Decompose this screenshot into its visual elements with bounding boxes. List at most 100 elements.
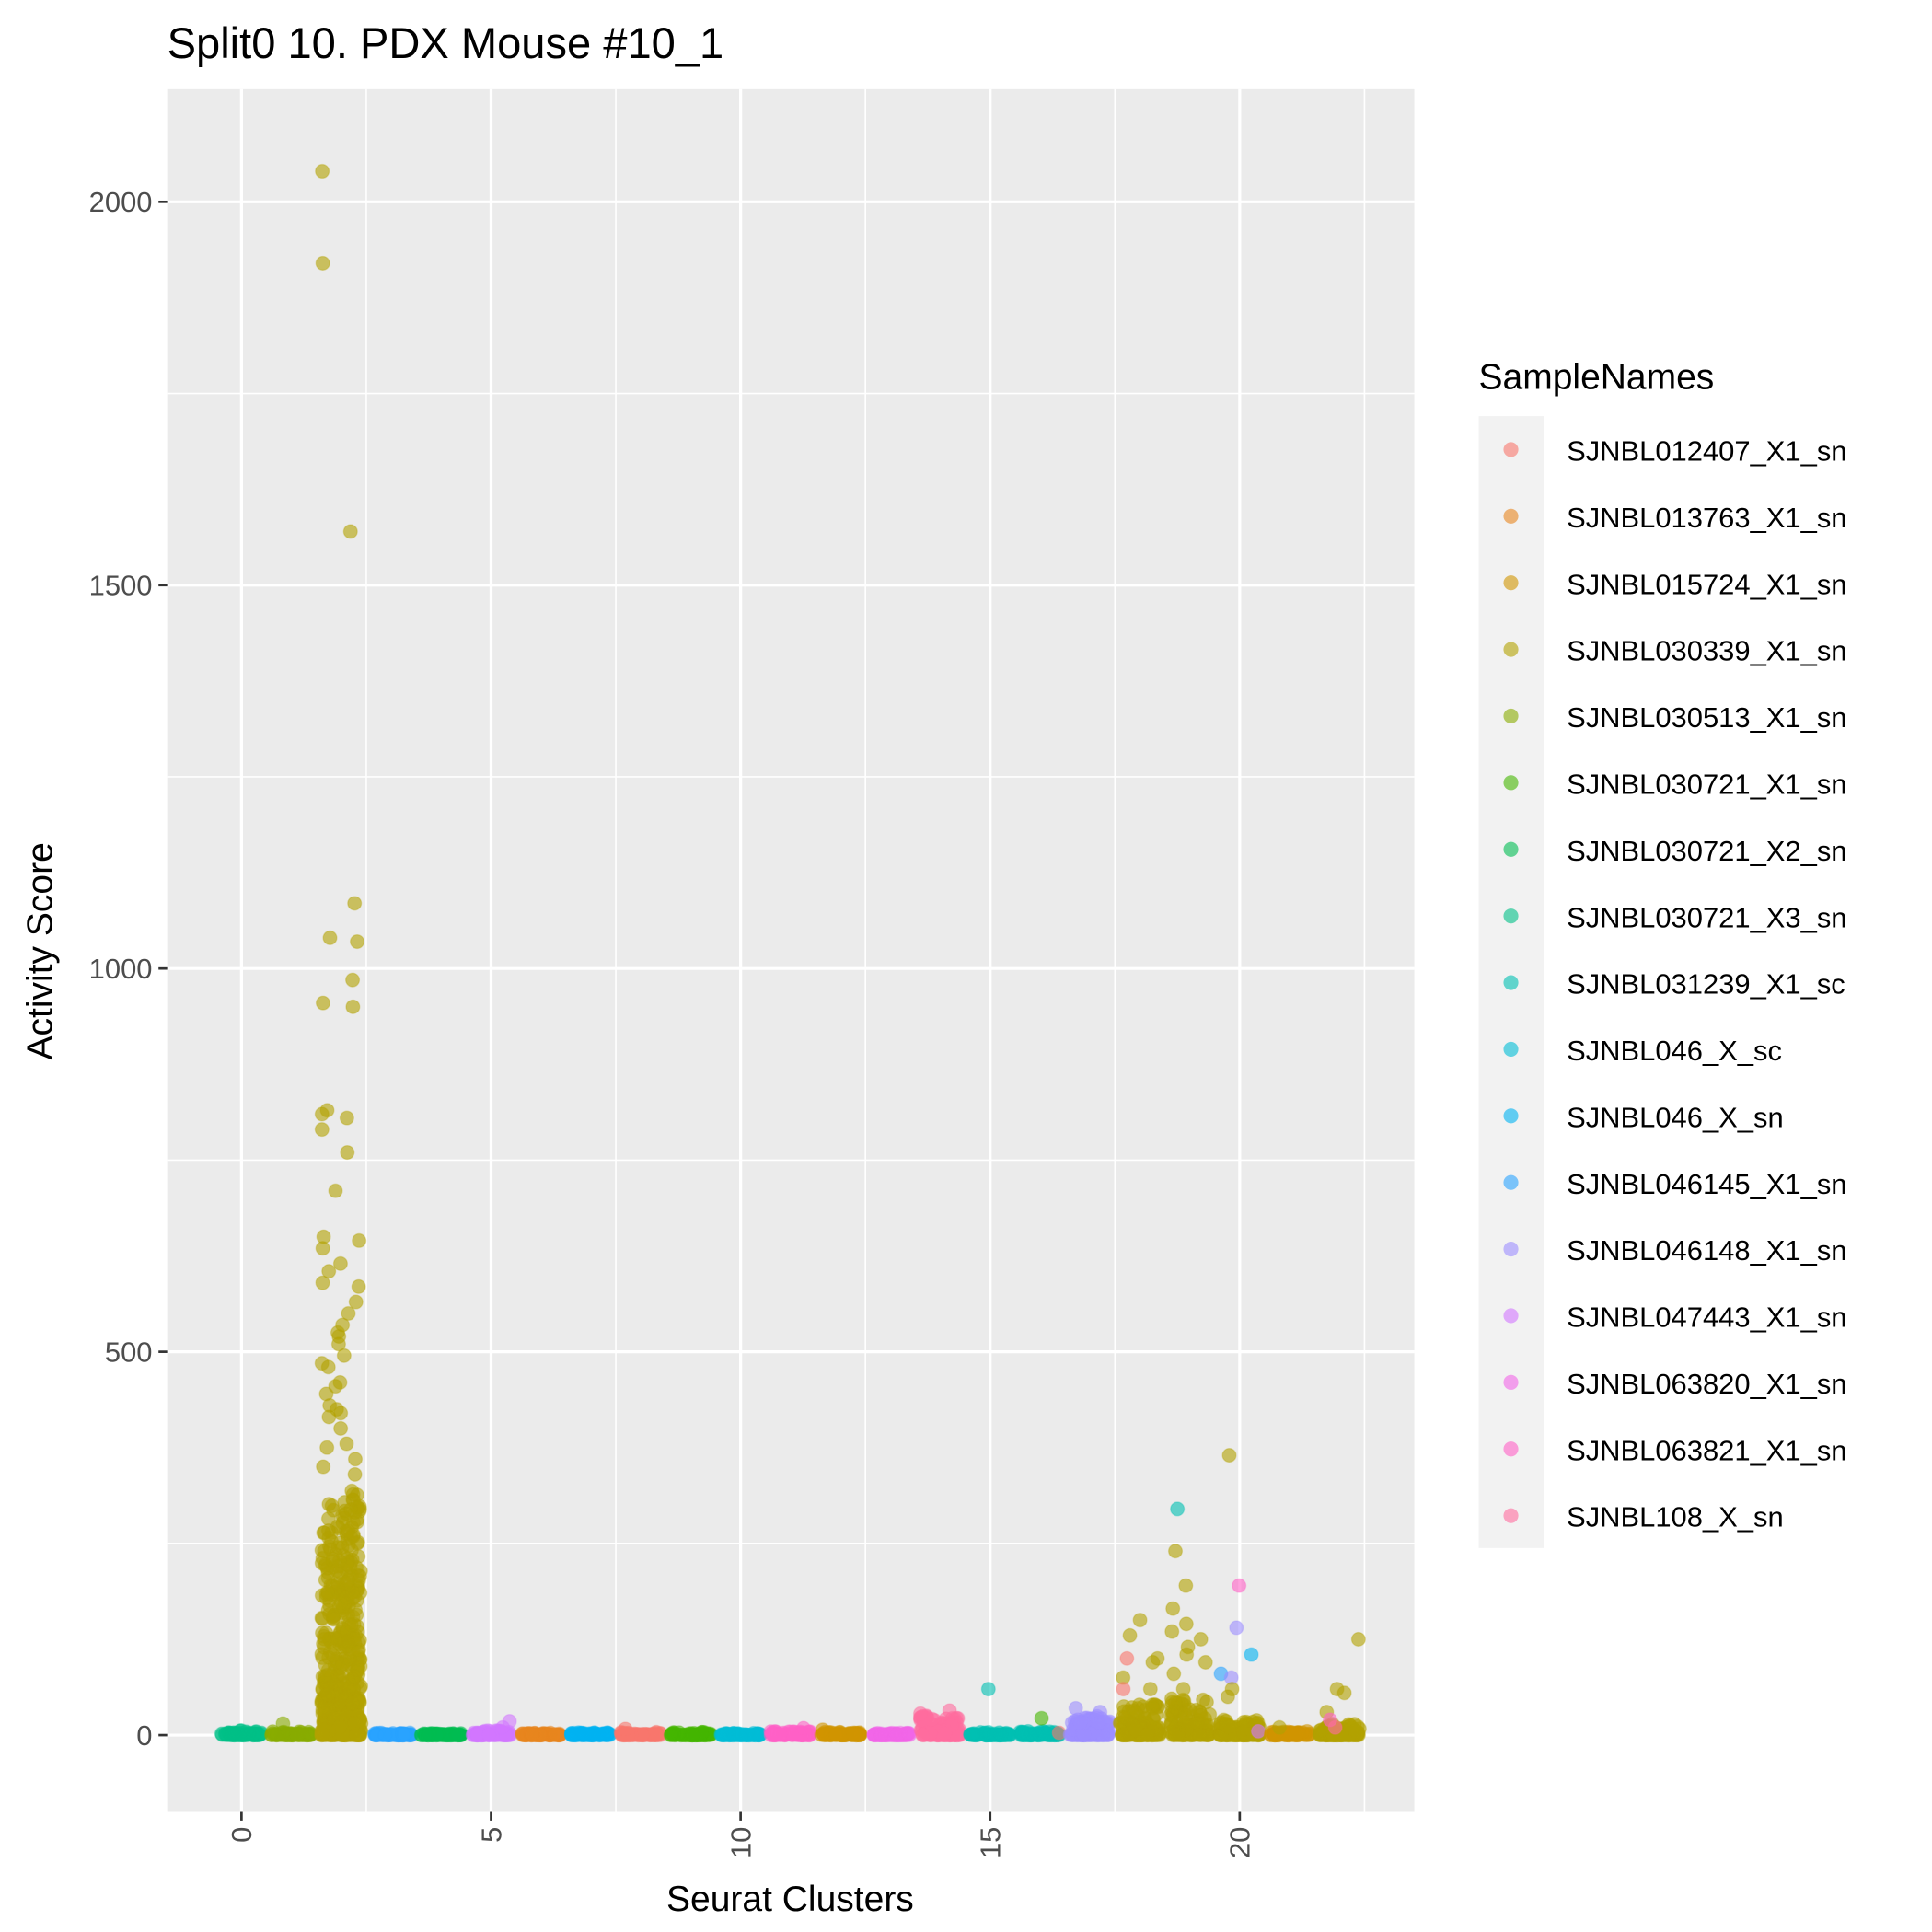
data-point	[772, 1727, 788, 1742]
legend-label: SJNBL063820_X1_sn	[1567, 1368, 1846, 1400]
data-point	[1327, 1719, 1343, 1735]
data-point	[1244, 1647, 1259, 1662]
data-point	[332, 1255, 348, 1271]
data-point	[314, 1106, 330, 1122]
data-point	[315, 163, 330, 179]
y-tick-label: 1500	[89, 570, 153, 602]
data-point	[1213, 1715, 1229, 1730]
data-point	[290, 1727, 306, 1743]
data-point	[450, 1727, 466, 1743]
data-point	[1250, 1723, 1267, 1739]
data-point	[1068, 1700, 1083, 1716]
data-point	[1179, 1647, 1195, 1662]
data-point	[717, 1726, 734, 1741]
data-point	[1165, 1601, 1181, 1616]
data-point	[1116, 1682, 1131, 1697]
data-point	[352, 1232, 367, 1248]
x-tick-label: 0	[226, 1827, 258, 1843]
data-point	[1122, 1627, 1138, 1643]
data-point	[1142, 1682, 1158, 1697]
legend-key-dot	[1503, 1374, 1519, 1390]
x-axis-label: Seurat Clusters	[666, 1880, 914, 1919]
data-point	[1119, 1650, 1135, 1666]
data-point	[1093, 1705, 1108, 1720]
data-point	[336, 1348, 352, 1363]
data-point	[339, 1110, 354, 1126]
data-point	[351, 1278, 366, 1294]
data-point	[1271, 1719, 1288, 1735]
legend-key-dot	[1503, 1308, 1519, 1324]
data-point	[320, 1510, 337, 1527]
legend-label: SJNBL015724_X1_sn	[1567, 568, 1846, 600]
legend-label: SJNBL030721_X1_sn	[1567, 768, 1846, 800]
data-point	[315, 1727, 330, 1742]
data-point	[315, 1275, 330, 1290]
x-tick-label: 15	[975, 1827, 1007, 1858]
legend-key-dot	[1503, 1242, 1519, 1257]
data-point	[320, 1359, 336, 1375]
data-point	[347, 1589, 363, 1604]
data-point	[1145, 1654, 1161, 1671]
data-point	[1144, 1697, 1160, 1713]
legend-key-dot	[1503, 642, 1519, 657]
legend-key-dot	[1503, 1441, 1519, 1457]
data-point	[339, 1575, 354, 1591]
data-point	[348, 1294, 364, 1310]
data-point	[480, 1727, 497, 1742]
data-point	[226, 1727, 242, 1743]
data-point	[317, 1631, 332, 1647]
data-point	[347, 896, 363, 911]
data-point	[333, 1595, 349, 1611]
data-point	[685, 1727, 700, 1743]
data-point	[1164, 1624, 1180, 1639]
data-point	[335, 1656, 351, 1672]
data-point	[340, 1145, 355, 1161]
data-point	[901, 1726, 917, 1741]
data-point	[1099, 1727, 1116, 1742]
data-point	[1166, 1666, 1182, 1682]
data-point	[315, 995, 331, 1011]
data-point	[321, 1264, 337, 1279]
data-point	[1220, 1689, 1236, 1705]
data-point	[746, 1727, 762, 1742]
legend-label: SJNBL030339_X1_sn	[1567, 635, 1846, 667]
legend-label: SJNBL047443_X1_sn	[1567, 1301, 1846, 1334]
legend-key-dot	[1503, 841, 1519, 857]
data-point	[341, 1305, 356, 1322]
legend-label: SJNBL012407_X1_sn	[1567, 435, 1846, 468]
data-point	[1039, 1727, 1055, 1743]
data-point	[342, 524, 358, 539]
data-point	[336, 1547, 352, 1564]
legend-key-dot	[1503, 775, 1519, 791]
legend-label: SJNBL046_X_sn	[1567, 1101, 1784, 1133]
data-point	[1198, 1695, 1215, 1710]
data-point	[343, 1617, 359, 1633]
data-point	[846, 1727, 862, 1742]
data-point	[341, 1523, 356, 1539]
y-axis-label: Activity Score	[21, 842, 61, 1059]
data-point	[1221, 1447, 1237, 1463]
data-point	[347, 1452, 364, 1467]
x-axis-ticks: 0 5 10 15 20	[226, 1811, 1256, 1858]
legend-key-dot	[1503, 1508, 1519, 1523]
data-point	[732, 1727, 747, 1743]
legend-key-dot	[1503, 575, 1519, 591]
data-point	[330, 1336, 347, 1352]
data-point	[315, 1241, 330, 1256]
data-point	[1193, 1631, 1209, 1648]
data-point	[1348, 1723, 1363, 1739]
data-point	[339, 1436, 354, 1452]
data-point	[547, 1727, 562, 1742]
legend-label: SJNBL108_X_sn	[1567, 1501, 1784, 1533]
data-point	[618, 1721, 633, 1737]
data-point	[937, 1726, 953, 1741]
legend-label: SJNBL030721_X2_sn	[1567, 835, 1846, 867]
grid-lines	[167, 88, 1415, 1812]
data-point	[495, 1719, 511, 1735]
data-point	[320, 1662, 336, 1678]
data-point	[1229, 1620, 1244, 1636]
data-point	[1132, 1613, 1148, 1628]
data-point	[320, 1686, 336, 1702]
legend: SampleNames SJNBL012407_X1_sn SJNBL013763…	[1478, 357, 1847, 1548]
data-point	[333, 1420, 349, 1436]
